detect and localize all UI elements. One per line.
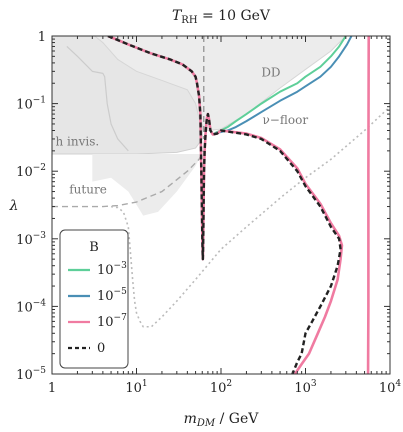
axis-ticks: 1 101 102 103 104 1 10−1 10−2 10−3 10−4 10−5 [16, 30, 401, 396]
y-axis-label: λ [9, 198, 19, 214]
title-value: = 10 GeV [198, 8, 271, 24]
annotation-label: DD [261, 66, 280, 80]
y-tick-label: 10−4 [16, 298, 46, 315]
series-b7-right [366, 36, 371, 374]
x-tick-label: 103 [294, 379, 317, 396]
legend-title: B [89, 240, 99, 255]
chart-title: TRH = 10 GeV [172, 8, 271, 26]
lower-grey-region [92, 150, 204, 216]
legend-entry-label: 0 [97, 341, 105, 356]
x-label-main: m [184, 411, 197, 427]
annotation-label: ν−floor [263, 113, 309, 127]
series-future [52, 150, 205, 208]
legend-entries: 10−3 10−5 10−7 0 [68, 261, 127, 356]
title-sub: RH [181, 15, 198, 26]
annotation-label: future [69, 182, 107, 196]
y-tick-label: 10−2 [16, 163, 46, 180]
y-tick-label: 10−3 [16, 231, 46, 248]
series-h-invis-left [66, 46, 129, 152]
legend-entry-label: 10−5 [97, 287, 127, 304]
y-tick-label: 10−1 [16, 96, 46, 113]
annotations: DD ν−floor h invis. future [55, 66, 308, 197]
legend-entry-label: 10−7 [97, 313, 127, 330]
legend-box [59, 229, 129, 369]
x-tick-label: 104 [379, 379, 402, 396]
series-zero [107, 36, 342, 374]
title-main: T [172, 8, 183, 24]
legend: B 10−3 10−5 10−7 0 [59, 229, 129, 369]
x-axis-label: mDM / GeV [184, 411, 260, 429]
annotation-label: h invis. [55, 134, 99, 148]
legend-entry-label: 10−3 [97, 261, 127, 278]
x-tick-label: 101 [125, 379, 147, 396]
y-tick-label: 1 [38, 30, 46, 45]
x-label-sub: DM [196, 418, 216, 429]
x-label-unit: / GeV [215, 411, 259, 427]
x-tick-label: 102 [210, 379, 232, 396]
y-tick-label: 10−5 [16, 366, 46, 383]
plot-area [52, 36, 390, 374]
x-tick-label: 1 [48, 381, 56, 396]
